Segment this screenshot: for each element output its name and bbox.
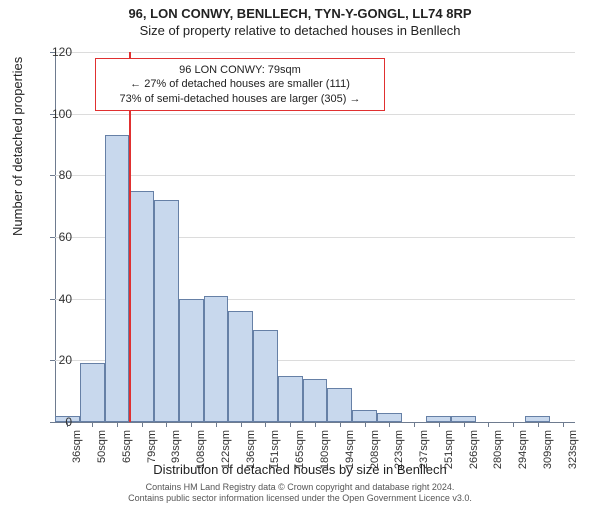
xtick-mark bbox=[538, 422, 539, 427]
chart-area: 36sqm50sqm65sqm79sqm93sqm108sqm122sqm136… bbox=[55, 52, 575, 422]
bar bbox=[303, 379, 328, 422]
xtick-mark bbox=[241, 422, 242, 427]
ytick-label: 80 bbox=[32, 168, 72, 182]
xtick-mark bbox=[389, 422, 390, 427]
x-axis-label: Distribution of detached houses by size … bbox=[0, 462, 600, 477]
bar bbox=[327, 388, 352, 422]
footer-line-2: Contains public sector information licen… bbox=[0, 493, 600, 504]
xtick-mark bbox=[340, 422, 341, 427]
xtick-mark bbox=[513, 422, 514, 427]
chart-title-main: 96, LON CONWY, BENLLECH, TYN-Y-GONGL, LL… bbox=[0, 6, 600, 21]
bar bbox=[377, 413, 402, 422]
xtick-mark bbox=[290, 422, 291, 427]
xtick-mark bbox=[464, 422, 465, 427]
bar bbox=[352, 410, 377, 422]
xtick-label: 36sqm bbox=[71, 430, 83, 463]
bar bbox=[129, 191, 154, 422]
gridline bbox=[55, 52, 575, 53]
xtick-mark bbox=[365, 422, 366, 427]
ytick-label: 60 bbox=[32, 230, 72, 244]
bar bbox=[278, 376, 303, 422]
xtick-label: 93sqm bbox=[170, 430, 182, 463]
ytick-label: 20 bbox=[32, 353, 72, 367]
ytick-label: 100 bbox=[32, 107, 72, 121]
bar bbox=[179, 299, 204, 422]
bar bbox=[80, 363, 105, 422]
xtick-mark bbox=[488, 422, 489, 427]
bar bbox=[105, 135, 130, 422]
infobox-line: 96 LON CONWY: 79sqm bbox=[104, 63, 376, 77]
xtick-mark bbox=[265, 422, 266, 427]
xtick-mark bbox=[216, 422, 217, 427]
infobox-line: 73% of semi-detached houses are larger (… bbox=[104, 92, 376, 106]
bar bbox=[228, 311, 253, 422]
xtick-mark bbox=[92, 422, 93, 427]
ytick-label: 40 bbox=[32, 292, 72, 306]
ytick-label: 0 bbox=[32, 415, 72, 429]
xtick-mark bbox=[414, 422, 415, 427]
xtick-mark bbox=[315, 422, 316, 427]
xtick-mark bbox=[191, 422, 192, 427]
xtick-mark bbox=[439, 422, 440, 427]
y-axis-label: Number of detached properties bbox=[10, 57, 25, 236]
xtick-mark bbox=[142, 422, 143, 427]
bar bbox=[204, 296, 229, 422]
infobox-line: ← 27% of detached houses are smaller (11… bbox=[104, 77, 376, 91]
chart-title-sub: Size of property relative to detached ho… bbox=[0, 23, 600, 38]
xtick-mark bbox=[117, 422, 118, 427]
ytick-label: 120 bbox=[32, 45, 72, 59]
footer-attribution: Contains HM Land Registry data © Crown c… bbox=[0, 482, 600, 504]
bar bbox=[253, 330, 278, 423]
xtick-mark bbox=[166, 422, 167, 427]
footer-line-1: Contains HM Land Registry data © Crown c… bbox=[0, 482, 600, 493]
xtick-label: 65sqm bbox=[121, 430, 133, 463]
xtick-label: 50sqm bbox=[96, 430, 108, 463]
gridline bbox=[55, 114, 575, 115]
marker-infobox: 96 LON CONWY: 79sqm← 27% of detached hou… bbox=[95, 58, 385, 111]
plot-area: 36sqm50sqm65sqm79sqm93sqm108sqm122sqm136… bbox=[55, 52, 575, 422]
xtick-mark bbox=[563, 422, 564, 427]
bar bbox=[154, 200, 179, 422]
xtick-label: 79sqm bbox=[146, 430, 158, 463]
gridline bbox=[55, 175, 575, 176]
